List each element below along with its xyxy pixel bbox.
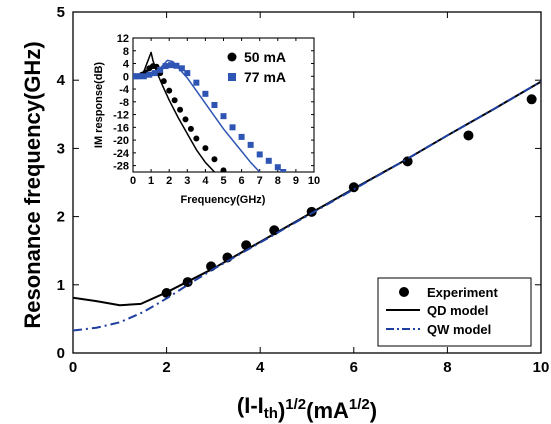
y-tick-label: 0	[123, 71, 129, 83]
data-point-square	[229, 124, 236, 131]
legend-label-experiment: Experiment	[427, 285, 498, 300]
x-axis-title-unit-superscript: 1/2	[349, 396, 370, 413]
data-point-square	[238, 133, 245, 140]
series-line	[133, 59, 261, 172]
x-axis-title-superscript: 1/2	[285, 396, 306, 413]
x-tick-label: 2	[162, 359, 170, 376]
y-tick-label: -8	[119, 97, 129, 109]
legend-label-qw-model: QW model	[427, 322, 491, 337]
x-tick-label: 0	[69, 359, 77, 376]
data-point	[402, 156, 413, 167]
data-point-square	[202, 90, 209, 97]
legend-label-qd-model: QD model	[427, 303, 488, 318]
y-tick-label: -16	[113, 122, 129, 134]
inset-background	[128, 35, 320, 175]
x-axis-title-subscript: th	[264, 405, 278, 422]
data-point	[211, 156, 218, 163]
data-point-square	[280, 169, 287, 172]
x-tick-label: 9	[293, 175, 299, 187]
y-tick-label: 4	[123, 59, 130, 71]
data-point	[166, 87, 173, 94]
data-point-square	[274, 164, 281, 171]
data-point-square	[162, 63, 169, 70]
inset-legend: 50 mA 77 mA	[227, 49, 286, 85]
main-legend: Experiment QD model QW model	[377, 277, 532, 347]
x-tick-label: 8	[443, 359, 451, 376]
data-point	[193, 135, 200, 142]
series-line	[73, 80, 541, 332]
y-tick-label: 1	[57, 277, 65, 294]
data-point	[202, 145, 209, 152]
y-tick-label: -24	[113, 148, 130, 160]
x-tick-label: 4	[256, 359, 265, 376]
x-axis-title-unit-close: )	[370, 398, 377, 423]
x-tick-label: 6	[350, 359, 358, 376]
inset-x-axis-title: Frequency(GHz)	[181, 194, 266, 206]
y-tick-label: 12	[117, 33, 129, 45]
y-tick-label: -12	[113, 110, 129, 122]
inset-legend-marker-50ma	[227, 52, 237, 62]
data-point-square	[151, 70, 158, 77]
inset-legend-label-50ma: 50 mA	[244, 49, 286, 65]
y-tick-label: -4	[119, 84, 130, 96]
main-series-layer	[73, 80, 541, 332]
data-point-square	[140, 73, 147, 80]
data-point	[160, 78, 167, 85]
data-point	[171, 97, 178, 104]
y-tick-label: 5	[57, 4, 65, 21]
data-point-square	[193, 79, 200, 86]
x-tick-label: 6	[239, 175, 245, 187]
x-tick-label: 0	[130, 175, 136, 187]
x-tick-label: 2	[166, 175, 172, 187]
data-point-square	[184, 70, 191, 77]
x-tick-label: 10	[308, 175, 320, 187]
inset-legend-label-77ma: 77 mA	[244, 69, 286, 85]
x-tick-label: 8	[275, 175, 281, 187]
data-point-square	[168, 62, 175, 69]
y-tick-label: -20	[113, 135, 129, 147]
data-point	[526, 94, 537, 105]
series-clip-group	[73, 80, 541, 332]
x-tick-label: 5	[220, 175, 226, 187]
data-point-square	[157, 66, 164, 73]
data-point	[463, 130, 474, 141]
data-point-square	[256, 151, 263, 158]
x-tick-label: 4	[202, 175, 209, 187]
x-axis-title-close: )	[278, 398, 285, 423]
inset-series-layer	[133, 51, 287, 172]
data-point	[187, 125, 194, 132]
x-tick-label: 10	[533, 359, 550, 376]
x-axis-title-main: (I-I	[237, 393, 264, 418]
legend-marker-experiment	[399, 287, 409, 297]
x-axis-title-unit: (mA	[306, 398, 349, 423]
inset-y-axis-title: IM response(dB)	[93, 62, 105, 149]
inset-legend-marker-77ma	[228, 73, 236, 81]
main-axis-ticks	[72, 11, 542, 354]
x-tick-label: 1	[148, 175, 154, 187]
data-point	[177, 106, 184, 113]
y-tick-label: 2	[57, 209, 65, 226]
y-axis-title: Resonance frequency(GHz)	[20, 41, 45, 328]
data-point-square	[220, 113, 227, 120]
x-axis-title: (I-Ith)1/2(mA1/2)	[237, 393, 377, 423]
x-tick-label: 3	[184, 175, 190, 187]
main-plot-frame	[72, 11, 542, 354]
data-point	[182, 116, 189, 123]
data-point-square	[211, 102, 218, 108]
series-line	[133, 51, 215, 172]
data-point-square	[265, 157, 272, 164]
data-point	[220, 167, 227, 172]
y-tick-label: -28	[113, 161, 129, 173]
y-tick-label: 8	[123, 46, 129, 58]
y-tick-label: 0	[57, 345, 65, 362]
data-point-square	[178, 65, 185, 72]
y-tick-label: 4	[57, 72, 66, 89]
y-tick-label: 3	[57, 140, 65, 157]
x-tick-label: 7	[257, 175, 263, 187]
data-point-square	[247, 141, 254, 148]
series-clip-group	[133, 51, 287, 172]
